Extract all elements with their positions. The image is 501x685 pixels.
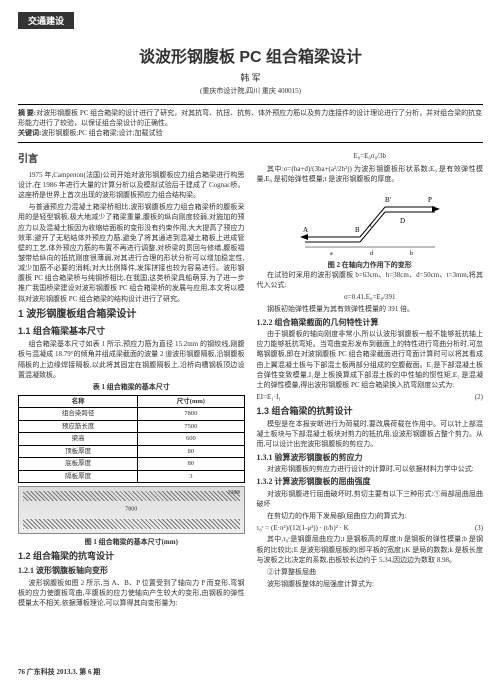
svg-text:A: A xyxy=(303,226,308,234)
s132-heading: 1.3.2 计算波形钢腹板的屈曲强度 xyxy=(257,476,484,488)
table1-h0: 名称 xyxy=(19,395,138,407)
right-p2: 在试验时采用的波形钢腹板 b=63cm、h=38cm、d=50cm、t=3mm,… xyxy=(257,270,484,290)
table-cell: 7500 xyxy=(138,420,244,432)
table1-h1: 尺寸(mm) xyxy=(138,395,244,407)
right-p1: 其中:σ=(ba+d)/(3ba+(a²/2h²)) 为波形钢腹板形状系数;E₀… xyxy=(257,164,484,184)
table-cell: 3 xyxy=(138,470,244,482)
svg-text:D: D xyxy=(400,217,405,225)
table-cell: 7800 xyxy=(138,408,244,420)
svg-text:P: P xyxy=(428,196,432,204)
abstract-text: 对波形钢腹板 PC 组合箱梁的设计进行了研究，对其抗弯、抗扭、抗剪、体外预应力筋… xyxy=(18,109,482,127)
table-cell: 隔板厚度 xyxy=(19,470,138,482)
eq4: τ₀ᶜ = (E·π²)/(12(1-μ²)) · (t/b)² · K xyxy=(257,523,349,533)
s13-p: 模型是在本报安断进行为荷载时,要改展荷载在作用中。可以针上部混凝土板块与下部混凝… xyxy=(257,419,484,449)
table-cell: 底板厚度 xyxy=(19,458,138,470)
svg-text:a: a xyxy=(330,251,333,257)
columns: 引言 1975 年,Campenon(法国)公司开始对波形钢腹板应力组合箱梁进行… xyxy=(18,149,483,610)
abstract-label: 摘 要: xyxy=(18,109,36,117)
page-footer: 76 广东科技 2013.3. 第 6 期 xyxy=(18,667,100,677)
right-column: E₀=E₀σ₀/3b 其中:σ=(ba+d)/(3ba+(a²/2h²)) 为波… xyxy=(257,149,484,610)
svg-text:d: d xyxy=(370,251,373,257)
eq1: E₀=E₀σ₀/3b xyxy=(257,151,484,161)
svg-text:B': B' xyxy=(385,196,391,204)
s131-p: 对波形钢腹板的剪应力进行设计的计算时,可以依据材料力学中公式: xyxy=(257,464,484,474)
s11-heading: 1.1 组合箱梁基本尺寸 xyxy=(18,325,245,338)
table-cell: 组合染跨径 xyxy=(19,408,138,420)
page: 交通建设 谈波形钢腹板 PC 组合箱梁设计 韩 军 (重庆市设计院,四川 重庆 … xyxy=(0,0,501,685)
s121-heading: 1.2.1 波形钢腹板轴向变形 xyxy=(18,565,245,577)
keywords-label: 关键词: xyxy=(18,129,41,137)
table1: 名称 尺寸(mm) 组合染跨径7800 预应筋长度7500 梁高600 顶板厚度… xyxy=(18,395,245,483)
table-cell: 预应筋长度 xyxy=(19,420,138,432)
right-p3: 钢板初始弹性模量为其有效弹性模量的 391 倍。 xyxy=(257,304,484,314)
eq3: EI=E₁·I₁ xyxy=(257,392,281,402)
table-cell: 顶板厚度 xyxy=(19,445,138,457)
eq4-num: (3) xyxy=(475,523,483,533)
s13-heading: 1.3 组合箱梁的抗剪设计 xyxy=(257,405,484,418)
figure1-caption: 图 1 组合箱梁的基本尺寸(mm) xyxy=(18,537,245,547)
svg-text:B: B xyxy=(355,226,360,234)
keywords-text: 波形钢腹板;PC 组合箱梁;设计;加载试验 xyxy=(41,129,162,137)
author: 韩 军 xyxy=(18,71,483,84)
right-p6: 波形钢腹板整体的屈强度计算式为: xyxy=(257,579,484,589)
table1-caption: 表 1 组合箱梁的基本尺寸 xyxy=(18,382,245,392)
s132-p: 对波形钢腹进行屈曲破坏时,剪切主要有以下三种形式:①局部屈曲屈曲破坏 xyxy=(257,489,484,509)
table-cell: 600 xyxy=(138,433,244,445)
intro-p1: 1975 年,Campenon(法国)公司开始对波形钢腹板应力组合箱梁进行构思设… xyxy=(18,170,245,200)
abstract-block: 摘 要:对波形钢腹板 PC 组合箱梁的设计进行了研究，对其抗弯、抗扭、抗剪、体外… xyxy=(18,104,483,143)
figure2: A B P B' D t a d b xyxy=(300,187,440,257)
intro-p2: 与普通预应力混凝土箱梁桥相比,波形钢腹板应力组合箱梁桥的腹板采用的是轻型钢板,极… xyxy=(18,202,245,303)
fig1-dim: 7800 xyxy=(125,506,137,515)
s132-p2: 在剪切力的作用下发局部(屈曲应力)的算式为: xyxy=(257,511,484,521)
s122-p: 由于钢腹板的轴向刚度非常小,所以认波形钢腹板一般不能够抵抗轴上应力能够抵抗弯矩。… xyxy=(257,329,484,390)
paper-title: 谈波形钢腹板 PC 组合箱梁设计 xyxy=(18,43,483,67)
right-p4: 其中,τ₀ᶜ是钢腹屈曲应力;t 是钢板高的厚度;h 是钢板的弹性模量;b 是钢板… xyxy=(257,534,484,564)
figure1: 7800 1300 xyxy=(18,486,245,534)
s121-p: 波形钢腹板如图 2 所示,当 A、B、P 位置受到了轴向力 P 而变形,弯钢板的… xyxy=(18,578,245,608)
table-cell: 梁高 xyxy=(19,433,138,445)
eq3-num: (2) xyxy=(475,392,483,402)
table-cell: 80 xyxy=(138,458,244,470)
svg-text:b: b xyxy=(410,251,413,257)
s131-heading: 1.3.1 验算波形钢腹板的剪应力 xyxy=(257,452,484,464)
right-p5: ②计算整板屈曲 xyxy=(257,567,484,577)
s1-heading: 1 波形钢腹板组合箱梁设计 xyxy=(18,308,245,323)
affiliation: (重庆市设计院,四川 重庆 400015) xyxy=(18,86,483,96)
figure2-caption: 图 2 在轴向力作用下的变形 xyxy=(257,260,484,270)
eq2: σ=0.41,E₀=E₀/391 xyxy=(257,292,484,302)
section-tag: 交通建设 xyxy=(18,12,74,29)
fig1-dim2: 1300 xyxy=(228,489,240,498)
s12-heading: 1.2 组合箱梁的抗弯设计 xyxy=(18,550,245,563)
s122-heading: 1.2.2 组合箱梁截面的几何特性计算 xyxy=(257,317,484,329)
intro-heading: 引言 xyxy=(18,153,245,168)
left-column: 引言 1975 年,Campenon(法国)公司开始对波形钢腹板应力组合箱梁进行… xyxy=(18,149,245,610)
table-cell: 80 xyxy=(138,445,244,457)
s11-p: 组合箱梁基本尺寸如表 1 所示,预应力筋为直径 15.2mm 的钢绞线,刚腹板与… xyxy=(18,339,245,380)
